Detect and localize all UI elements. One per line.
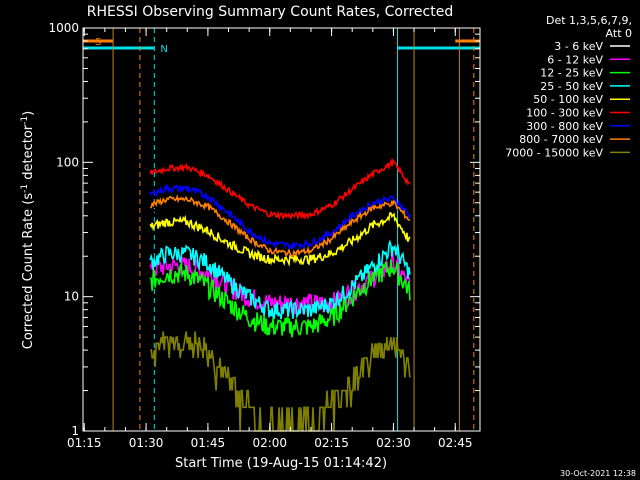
event-lines: [112, 28, 475, 431]
y-axis-label-main: Corrected Count Rate (s: [21, 193, 36, 350]
legend-label-8: 7000 - 15000 keV: [505, 146, 603, 159]
chart-title: RHESSI Observing Summary Count Rates, Co…: [87, 4, 453, 20]
series-line-5: [149, 157, 411, 221]
marker-label-s: S: [95, 37, 101, 48]
attenuator-markers: SN: [83, 37, 480, 55]
x-tick-label-6: 02:45: [438, 436, 473, 450]
legend-label-2: 12 - 25 keV: [540, 67, 603, 80]
y-axis-label-end: ): [21, 111, 36, 116]
timestamp: 30-Oct-2021 12:38: [560, 469, 636, 478]
y-axis-ticks: 1 10 100 1000: [48, 21, 480, 438]
legend-label-1: 6 - 12 keV: [547, 53, 603, 66]
series-line-4: [149, 212, 411, 267]
x-tick-label-0: 01:15: [67, 436, 102, 450]
y-tick-label-3: 1000: [48, 21, 79, 35]
y-tick-label-2: 100: [56, 155, 79, 169]
legend-label-0: 3 - 6 keV: [554, 40, 603, 53]
series-lines: [149, 157, 411, 432]
legend-header-line1: Det 1,3,5,6,7,9,: [546, 14, 632, 27]
series-line-8: [150, 331, 411, 432]
x-tick-label-1: 01:30: [129, 436, 164, 450]
marker-label-n: N: [160, 44, 167, 55]
legend-label-7: 800 - 7000 keV: [519, 133, 603, 146]
y-axis-label: Corrected Count Rate (s-1 detector-1): [20, 111, 36, 349]
x-axis-ticks: 01:15 01:30 01:45 02:00 02:15 02:30 02:45: [67, 28, 473, 450]
y-axis-label-mid: detector: [21, 124, 36, 184]
legend-header-line2: Att 0: [606, 27, 632, 40]
series-line-7: [149, 194, 411, 258]
y-axis-label-sup2: -1: [20, 116, 30, 125]
y-tick-label-1: 10: [64, 290, 79, 304]
series-line-6: [149, 183, 411, 252]
x-tick-label-3: 02:00: [252, 436, 287, 450]
series-line-2: [149, 259, 411, 338]
x-tick-label-4: 02:15: [314, 436, 349, 450]
x-axis-label: Start Time (19-Aug-15 01:14:42): [175, 456, 387, 471]
series-line-3: [149, 239, 411, 320]
legend-label-5: 100 - 300 keV: [526, 107, 603, 120]
y-tick-label-0: 1: [71, 424, 79, 438]
legend-label-6: 300 - 800 keV: [526, 120, 603, 133]
legend-label-4: 50 - 100 keV: [533, 93, 603, 106]
x-tick-label-2: 01:45: [191, 436, 226, 450]
y-axis-label-sup1: -1: [20, 184, 30, 193]
x-tick-label-5: 02:30: [376, 436, 411, 450]
plot-frame: [82, 27, 481, 432]
legend-label-3: 25 - 50 keV: [540, 80, 603, 93]
